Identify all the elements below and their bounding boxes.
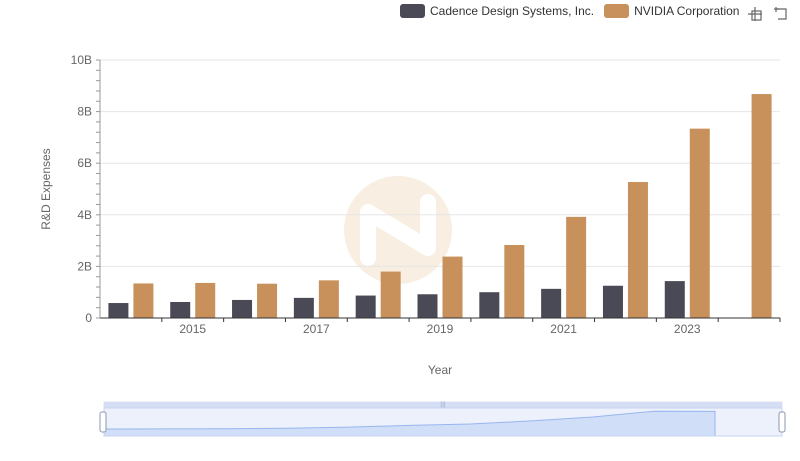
y-tick-label: 6B	[77, 156, 92, 170]
bar-cadence[interactable]	[417, 294, 438, 318]
y-tick-label: 2B	[77, 259, 92, 273]
legend: Cadence Design Systems, Inc. NVIDIA Corp…	[400, 4, 749, 18]
y-tick-label: 10B	[71, 53, 92, 67]
bar-nvidia[interactable]	[751, 94, 772, 318]
data-zoom-right-handle[interactable]	[778, 411, 786, 433]
legend-label-cadence: Cadence Design Systems, Inc.	[430, 4, 595, 18]
data-zoom-slider[interactable]: |||	[99, 401, 786, 437]
legend-item-nvidia[interactable]: NVIDIA Corporation	[604, 4, 739, 18]
y-axis-title: R&D Expenses	[39, 148, 53, 229]
watermark-logo	[344, 176, 452, 284]
bar-cadence[interactable]	[664, 281, 685, 318]
bars	[108, 94, 772, 318]
bar-nvidia[interactable]	[689, 128, 710, 318]
legend-swatch-cadence	[400, 4, 425, 18]
bar-nvidia[interactable]	[195, 282, 216, 318]
x-tick-label: 2019	[427, 322, 454, 336]
bar-cadence[interactable]	[293, 297, 314, 318]
bar-cadence[interactable]	[232, 299, 253, 318]
bar-nvidia[interactable]	[380, 271, 401, 318]
legend-label-nvidia: NVIDIA Corporation	[634, 4, 740, 18]
bar-cadence[interactable]	[108, 303, 129, 318]
y-tick-label: 0	[85, 311, 92, 325]
data-zoom-preview	[103, 410, 716, 437]
data-zoom-left-handle[interactable]	[99, 411, 107, 433]
bar-nvidia[interactable]	[133, 283, 154, 318]
x-tick-label: 2021	[550, 322, 577, 336]
bar-nvidia[interactable]	[257, 283, 278, 318]
bar-nvidia[interactable]	[566, 216, 587, 318]
data-zoom-grip-icon[interactable]: |||	[440, 402, 446, 409]
grid	[100, 59, 780, 267]
legend-swatch-nvidia	[604, 4, 630, 18]
legend-item-cadence[interactable]: Cadence Design Systems, Inc.	[400, 4, 594, 18]
x-tick-label: 2015	[179, 322, 206, 336]
data-zoom-selection[interactable]	[103, 407, 783, 437]
bar-nvidia[interactable]	[318, 280, 339, 318]
x-tick-label: 2017	[303, 322, 330, 336]
x-tick-label: 2023	[674, 322, 701, 336]
bar-nvidia[interactable]	[504, 244, 525, 318]
x-axis-title: Year	[428, 363, 452, 377]
data-zoom-top-bar[interactable]	[104, 402, 782, 408]
bar-cadence[interactable]	[170, 302, 191, 318]
y-axis: 0 2B 4B 6B 8B 10B	[71, 53, 101, 325]
bar-cadence[interactable]	[602, 285, 623, 318]
y-tick-label: 4B	[77, 208, 92, 222]
zoom-reset-icon[interactable]	[773, 6, 789, 22]
bar-cadence[interactable]	[541, 288, 562, 318]
bar-nvidia[interactable]	[442, 256, 463, 318]
bar-cadence[interactable]	[355, 295, 376, 318]
x-axis: 2015 2017 2019 2021 2023	[100, 317, 781, 336]
y-tick-label: 8B	[77, 105, 92, 119]
bar-nvidia[interactable]	[627, 182, 648, 318]
bar-cadence[interactable]	[479, 292, 500, 318]
zoom-icon[interactable]	[747, 6, 763, 22]
